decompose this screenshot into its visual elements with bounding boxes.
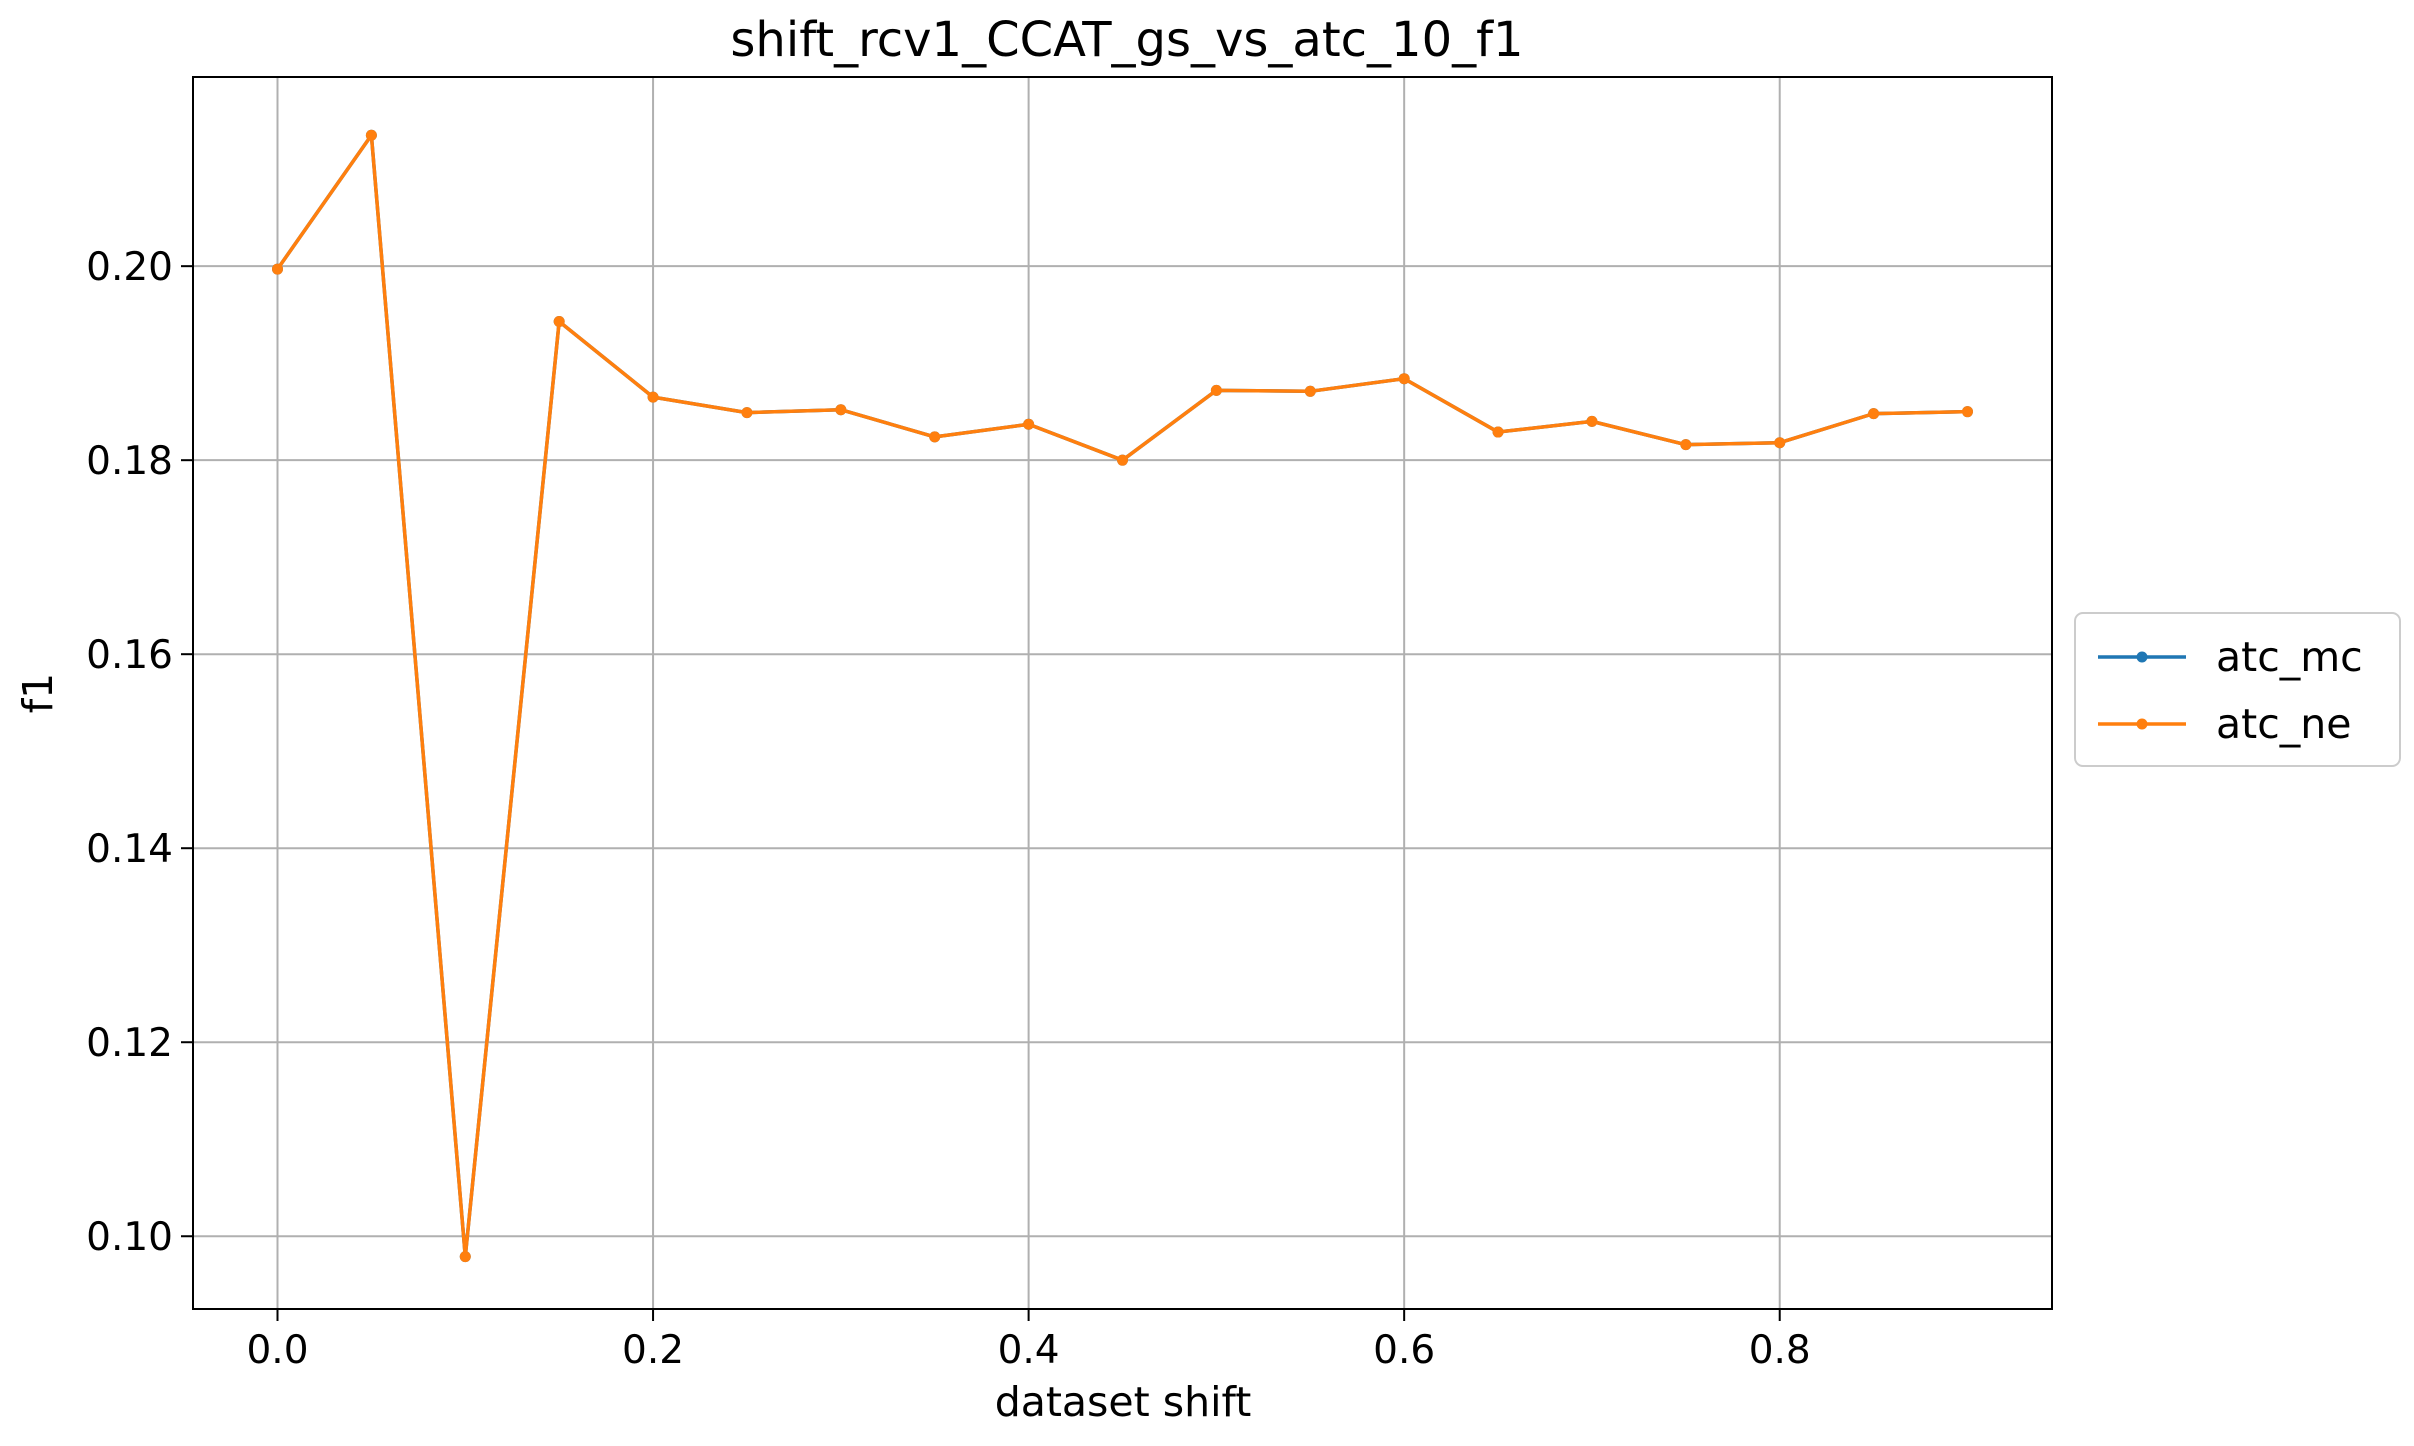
series-atc_mc: [272, 129, 1973, 1263]
data-point-atc_ne: [553, 315, 565, 327]
data-point-atc_ne: [459, 1251, 471, 1263]
data-point-atc_ne: [272, 263, 283, 275]
data-point-atc_ne: [1492, 426, 1504, 438]
grid-lines: [193, 77, 2052, 1309]
series-layer: [272, 129, 1973, 1263]
series-atc_ne: [272, 129, 1973, 1263]
plot-area-frame: [192, 76, 2053, 1310]
x-tick-label: 0.8: [1749, 1328, 1811, 1373]
data-point-atc_ne: [1398, 373, 1410, 385]
y-axis-ticks: 0.10 0.12 0.14 0.16 0.18 0.20: [86, 245, 193, 1260]
x-tick-label: 0.0: [246, 1328, 308, 1373]
series-line-atc_mc: [276, 133, 1968, 1259]
data-point-atc_ne: [741, 407, 753, 419]
y-tick-label: 0.20: [86, 245, 173, 290]
x-tick-label: 0.4: [998, 1328, 1060, 1373]
legend-marker-atc_ne: [2136, 718, 2148, 730]
data-point-atc_ne: [1586, 415, 1598, 427]
data-point-atc_ne: [1117, 454, 1128, 466]
y-tick-label: 0.14: [86, 827, 173, 872]
data-point-atc_ne: [1023, 418, 1035, 430]
data-point-atc_ne: [835, 404, 847, 416]
y-tick-label: 0.16: [86, 633, 173, 678]
data-point-atc_ne: [365, 129, 377, 141]
series-line-atc_ne: [276, 133, 1968, 1259]
data-point-atc_ne: [929, 431, 941, 443]
x-tick-label: 0.6: [1373, 1328, 1435, 1373]
legend-label-atc_mc: atc_mc: [2216, 633, 2363, 681]
chart-title: shift_rcv1_CCAT_gs_vs_atc_10_f1: [730, 12, 1523, 68]
y-axis-label: f1: [14, 673, 62, 714]
legend: atc_mc atc_ne: [2074, 612, 2401, 767]
data-point-atc_ne: [1304, 385, 1316, 397]
x-axis-label: dataset shift: [995, 1378, 1252, 1426]
data-point-atc_ne: [1962, 406, 1973, 418]
x-tick-label: 0.2: [622, 1328, 684, 1373]
data-point-atc_ne: [1774, 437, 1786, 449]
legend-box: [2074, 612, 2401, 767]
legend-entries: atc_mc atc_ne: [2098, 633, 2363, 748]
y-tick-label: 0.10: [86, 1215, 173, 1260]
y-tick-label: 0.12: [86, 1021, 173, 1066]
data-point-atc_ne: [1210, 384, 1222, 396]
x-axis-ticks: 0.0 0.2 0.4 0.6 0.8: [246, 1309, 1811, 1373]
data-point-atc_ne: [1680, 439, 1692, 451]
legend-marker-atc_mc: [2136, 651, 2148, 663]
legend-label-atc_ne: atc_ne: [2216, 700, 2351, 748]
data-point-atc_ne: [647, 391, 659, 403]
data-point-atc_ne: [1868, 408, 1880, 420]
y-tick-label: 0.18: [86, 439, 173, 484]
